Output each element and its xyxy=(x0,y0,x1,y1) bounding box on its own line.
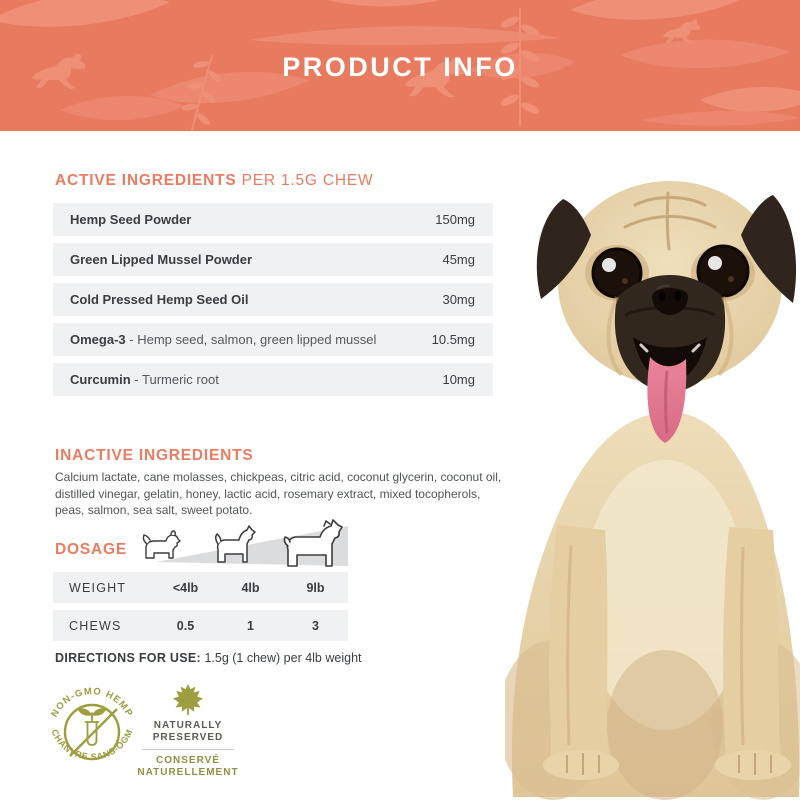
page-title: PRODUCT INFO xyxy=(282,52,518,82)
active-ingredients-heading: ACTIVE INGREDIENTS PER 1.5G CHEW xyxy=(55,172,373,190)
ingredient-amount: 10.5mg xyxy=(431,332,475,347)
ingredient-row: Hemp Seed Powder 150mg xyxy=(53,203,493,236)
chews-label: CHEWS xyxy=(69,618,122,633)
active-ingredients-heading-bold: ACTIVE INGREDIENTS xyxy=(55,172,237,189)
badge-circle xyxy=(63,703,121,761)
directions-text: 1.5g (1 chew) per 4lb weight xyxy=(200,651,362,665)
ingredient-row: Green Lipped Mussel Powder 45mg xyxy=(53,243,493,276)
ingredient-amount: 45mg xyxy=(442,252,475,267)
weight-value: 9lb xyxy=(306,580,325,595)
preserved-line1: NATURALLY xyxy=(153,720,223,731)
inactive-ingredients-text: Calcium lactate, cane molasses, chickpea… xyxy=(55,470,502,517)
dosage-weight-row: WEIGHT <4lb 4lb 9lb xyxy=(53,572,348,603)
weight-label: WEIGHT xyxy=(69,580,127,595)
pug-photo xyxy=(505,181,800,800)
pug-head xyxy=(536,181,797,443)
ingredient-amount: 30mg xyxy=(442,292,475,307)
banner-foliage-dog-pattern xyxy=(0,0,800,131)
non-gmo-hemp-badge: NON-GMO HEMP CHANVRE SANS-OGM xyxy=(49,686,134,762)
small-dog-icon xyxy=(142,530,181,559)
inactive-ingredients-heading: INACTIVE INGREDIENTS xyxy=(55,447,254,464)
ingredient-amount: 150mg xyxy=(435,212,475,227)
active-ingredients-heading-light: PER 1.5G CHEW xyxy=(236,172,374,189)
dog-size-scale-graphic xyxy=(142,519,348,567)
ingredient-amount: 10mg xyxy=(442,372,475,387)
dosage-chews-row: CHEWS 0.5 1 3 xyxy=(53,610,348,641)
preserved-line2: PRESERVED xyxy=(152,732,224,743)
naturally-preserved-badge: NATURALLY PRESERVED CONSERVÉ NATURELLEME… xyxy=(136,684,240,779)
ingredient-name: Omega-3 - Hemp seed, salmon, green lippe… xyxy=(70,332,377,347)
maple-leaf-icon xyxy=(173,684,203,715)
directions-label: DIRECTIONS FOR USE: xyxy=(55,651,201,665)
ingredient-name: Hemp Seed Powder xyxy=(70,212,192,227)
directions-for-use: DIRECTIONS FOR USE: 1.5g (1 chew) per 4l… xyxy=(55,651,362,665)
dosage-heading: DOSAGE xyxy=(55,541,127,558)
badge-divider xyxy=(142,749,234,750)
ingredient-row: Curcumin - Turmeric root 10mg xyxy=(53,363,493,396)
ingredient-name: Green Lipped Mussel Powder xyxy=(70,252,253,267)
chews-value: 0.5 xyxy=(176,618,195,633)
test-tube-sprout-icon xyxy=(78,708,106,746)
size-wedge xyxy=(156,526,348,566)
weight-value: 4lb xyxy=(241,580,260,595)
ingredient-name: Curcumin - Turmeric root xyxy=(70,372,219,387)
ingredient-row: Omega-3 - Hemp seed, salmon, green lippe… xyxy=(53,323,493,356)
ingredient-name: Cold Pressed Hemp Seed Oil xyxy=(70,292,249,307)
pug-body xyxy=(505,411,800,800)
chews-value: 1 xyxy=(247,618,254,633)
ingredient-row: Cold Pressed Hemp Seed Oil 30mg xyxy=(53,283,493,316)
preserved-line4: NATURELLEMENT xyxy=(137,767,239,778)
header-banner: PRODUCT INFO xyxy=(0,0,800,131)
weight-value: <4lb xyxy=(172,580,199,595)
preserved-line3: CONSERVÉ xyxy=(156,755,220,766)
medium-dog-icon xyxy=(214,525,256,563)
chews-value: 3 xyxy=(312,618,319,633)
slash-icon xyxy=(69,708,118,757)
large-dog-icon xyxy=(283,519,343,567)
